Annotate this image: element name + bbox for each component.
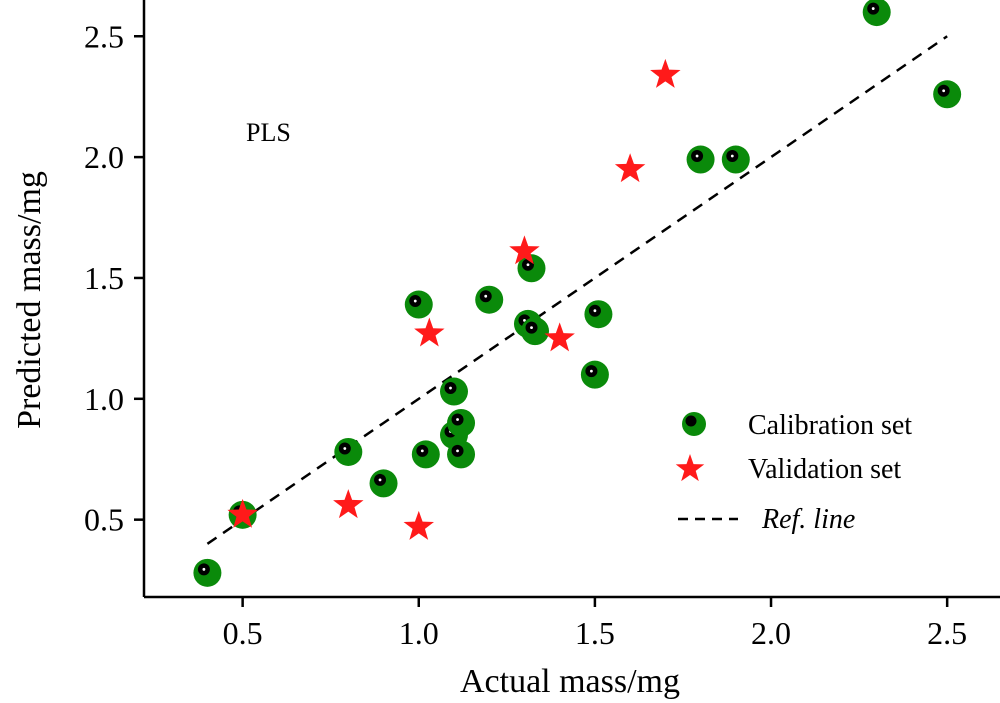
y-axis-title: Predicted mass/mg: [11, 171, 48, 429]
calibration-point: [193, 558, 222, 587]
validation-point: [650, 58, 681, 88]
calibration-point: [439, 377, 468, 406]
calibration-point-highlight: [523, 318, 526, 322]
points-layer: [193, 0, 962, 587]
calibration-point-highlight: [413, 299, 417, 303]
calibration-point-highlight: [484, 294, 488, 298]
legend: Calibration set Validation set Ref. line: [675, 410, 912, 535]
legend-ref-line-label: Ref. line: [761, 504, 855, 535]
calibration-point: [411, 440, 440, 469]
model-annotation: PLS: [246, 118, 291, 147]
validation-point: [614, 153, 646, 183]
y-tick-label: 1.0: [84, 381, 124, 417]
legend-validation-marker: [675, 454, 705, 482]
calibration-point-highlight: [593, 309, 597, 313]
ticks: 0.5 1.0 1.5 2.0 2.5 0.5 1.0 1.5 2.0 2.5: [84, 18, 967, 651]
legend-calibration-label: Calibration set: [748, 410, 912, 441]
validation-point: [227, 498, 258, 528]
legend-item-calibration: Calibration set: [682, 410, 912, 441]
x-tick-label: 2.0: [751, 615, 791, 651]
calibration-point: [521, 317, 550, 346]
x-axis-title: Actual mass/mg: [460, 663, 680, 700]
calibration-point-highlight: [378, 478, 382, 482]
calibration-point-highlight: [871, 7, 875, 10]
calibration-point-highlight: [530, 326, 533, 330]
y-tick-label: 0.5: [84, 502, 124, 538]
x-tick-label: 2.5: [927, 615, 967, 651]
calibration-point: [475, 285, 504, 314]
x-tick-label: 1.5: [575, 615, 615, 651]
calibration-point-highlight: [456, 449, 459, 453]
validation-point: [509, 235, 540, 265]
legend-validation-label: Validation set: [748, 454, 901, 485]
calibration-point: [721, 145, 750, 174]
validation-point: [544, 322, 575, 352]
calibration-point-highlight: [589, 369, 593, 373]
calibration-point-highlight: [343, 447, 347, 450]
validation-point: [403, 510, 434, 540]
validation-point: [333, 489, 364, 519]
calibration-point: [584, 300, 613, 329]
calibration-point-highlight: [730, 154, 734, 158]
calibration-point-highlight: [449, 386, 452, 390]
ref-line: [206, 35, 948, 545]
x-tick-label: 0.5: [223, 615, 263, 651]
calibration-point: [447, 408, 476, 437]
y-tick-label: 1.5: [84, 260, 124, 296]
legend-item-validation: Validation set: [675, 454, 901, 485]
calibration-point: [447, 440, 476, 469]
calibration-point: [686, 145, 715, 174]
calibration-point-highlight: [526, 263, 530, 267]
validation-point: [414, 317, 445, 347]
calibration-point-highlight: [695, 154, 699, 158]
calibration-point-highlight: [202, 567, 206, 571]
calibration-point: [404, 290, 433, 319]
calibration-point: [933, 80, 962, 109]
y-tick-label: 2.0: [84, 139, 124, 175]
calibration-point: [580, 360, 609, 389]
calibration-point: [862, 0, 891, 27]
legend-item-ref-line: Ref. line: [678, 504, 855, 535]
axes: [142, 0, 1000, 599]
calibration-point: [334, 437, 363, 466]
calibration-point-highlight: [942, 89, 946, 93]
ref-line-layer: [206, 35, 948, 545]
calibration-point-highlight: [456, 418, 459, 421]
legend-calibration-marker-inner: [685, 415, 697, 427]
x-tick-label: 1.0: [399, 615, 439, 651]
y-tick-label: 2.5: [84, 18, 124, 54]
calibration-point-highlight: [420, 449, 424, 453]
calibration-point: [369, 469, 398, 498]
